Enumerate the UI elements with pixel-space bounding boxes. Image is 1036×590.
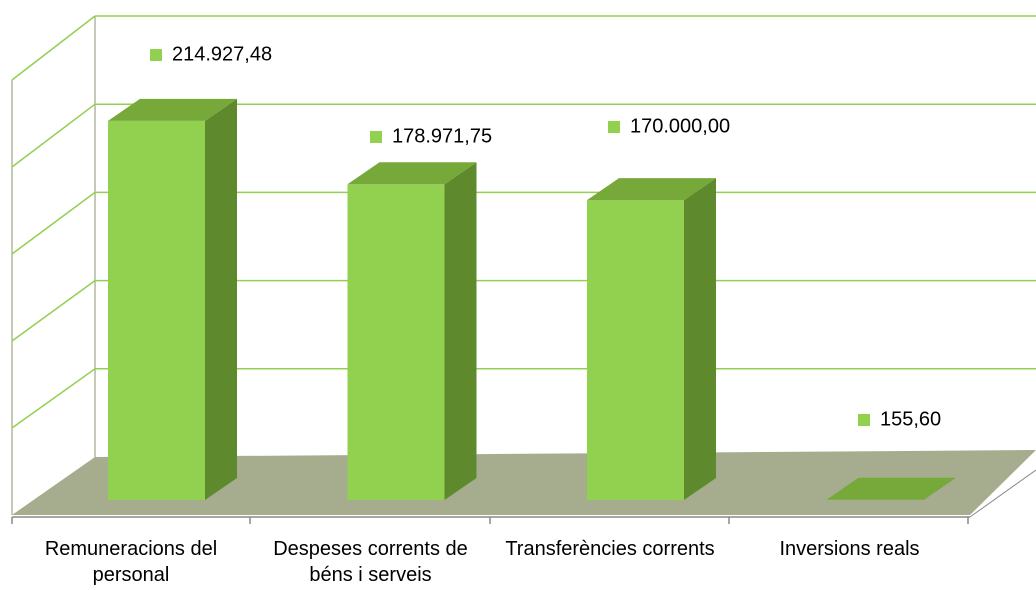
floor [12, 450, 1036, 515]
grid-line [11, 103, 96, 168]
grid-line [11, 191, 96, 255]
x-tick-label: Despeses corrents de béns i serveis [273, 538, 468, 586]
bar-side [923, 477, 956, 500]
bar [587, 200, 684, 500]
grid-line [11, 15, 96, 81]
bar [347, 184, 445, 501]
grid-line [11, 279, 96, 342]
bar-side [205, 98, 237, 501]
x-tick-label: Transferències corrents [505, 538, 715, 560]
grid-line [11, 368, 96, 429]
x-tick-label: Inversions reals [779, 538, 920, 560]
bar [108, 120, 205, 501]
legend-key [608, 121, 620, 133]
data-label: 155,60 [880, 408, 941, 430]
x-tick-label: Remuneracions del personal [44, 538, 218, 586]
bar-top [587, 178, 716, 201]
data-label: 214.927,48 [172, 43, 272, 65]
bar-top [826, 477, 956, 500]
bar-side [444, 162, 477, 501]
legend-key [858, 414, 870, 426]
data-label: 178.971,75 [392, 125, 492, 147]
bar-top [108, 98, 237, 121]
legend-key [370, 131, 382, 143]
bar-top [347, 162, 477, 185]
data-label: 170.000,00 [630, 115, 730, 137]
legend-key [150, 49, 162, 61]
back-wall [95, 16, 1036, 457]
bar-side [684, 178, 716, 500]
x-axis-depth [969, 469, 1036, 518]
